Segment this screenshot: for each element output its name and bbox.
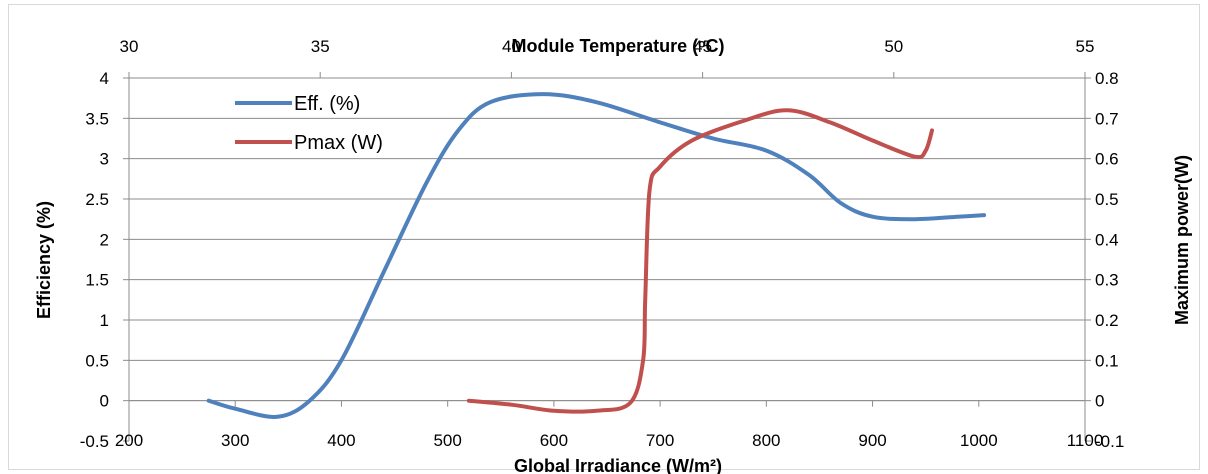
series-line-pmax [469,110,932,411]
left-tick-label-7: 3 [100,150,109,169]
right-axis-title: Maximum power(W) [1172,155,1192,325]
left-axis-title: Efficiency (%) [34,201,54,319]
top-tick-label-4: 50 [884,37,903,56]
legend: Eff. (%) Pmax (W) [235,93,383,154]
right-tick-label-5: 0.4 [1095,230,1119,249]
left-tick-label-2: 0.5 [85,351,109,370]
right-tick-label-7: 0.6 [1095,150,1119,169]
left-tick-label-9: 4 [100,69,109,88]
bottom-tick-label-1: 300 [221,431,249,450]
right-tick-label-3: 0.2 [1095,311,1119,330]
left-tick-label-1: 0 [100,392,109,411]
right-tick-label-2: 0.1 [1095,351,1119,370]
right-tick-label-4: 0.3 [1095,271,1119,290]
right-tick-label-9: 0.8 [1095,69,1119,88]
bottom-tick-label-2: 400 [327,431,355,450]
left-tick-label-6: 2.5 [85,190,109,209]
bottom-tick-label-9: 1100 [1067,431,1104,450]
bottom-tick-label-4: 600 [540,431,568,450]
bottom-tick-label-6: 800 [752,431,780,450]
bottom-tick-label-5: 700 [646,431,674,450]
left-tick-label-8: 3.5 [85,109,109,128]
top-tick-label-1: 35 [311,37,330,56]
bottom-axis-title: Global Irradiance (W/m²) [514,456,722,474]
left-tick-label-0: -0.5 [80,432,109,451]
bottom-tick-label-0: 200 [115,431,143,450]
bottom-tick-label-8: 1000 [960,431,998,450]
right-tick-label-6: 0.5 [1095,190,1119,209]
left-tick-label-5: 2 [100,230,109,249]
bottom-tick-label-7: 900 [858,431,886,450]
legend-label-eff: Eff. (%) [294,93,360,115]
left-tick-label-4: 1.5 [85,271,109,290]
right-tick-label-8: 0.7 [1095,109,1119,128]
tick-labels: -0.500.511.522.533.54-0.100.10.20.30.40.… [80,37,1125,451]
legend-label-pmax: Pmax (W) [294,132,383,154]
right-tick-label-1: 0 [1095,392,1104,411]
left-tick-label-3: 1 [100,311,109,330]
top-tick-label-0: 30 [120,37,139,56]
bottom-tick-label-3: 500 [433,431,461,450]
top-tick-label-5: 55 [1076,37,1095,56]
top-axis-title: Module Temperature (ᵒC) [511,36,724,56]
axes [123,72,1091,441]
gridlines [129,78,1085,401]
